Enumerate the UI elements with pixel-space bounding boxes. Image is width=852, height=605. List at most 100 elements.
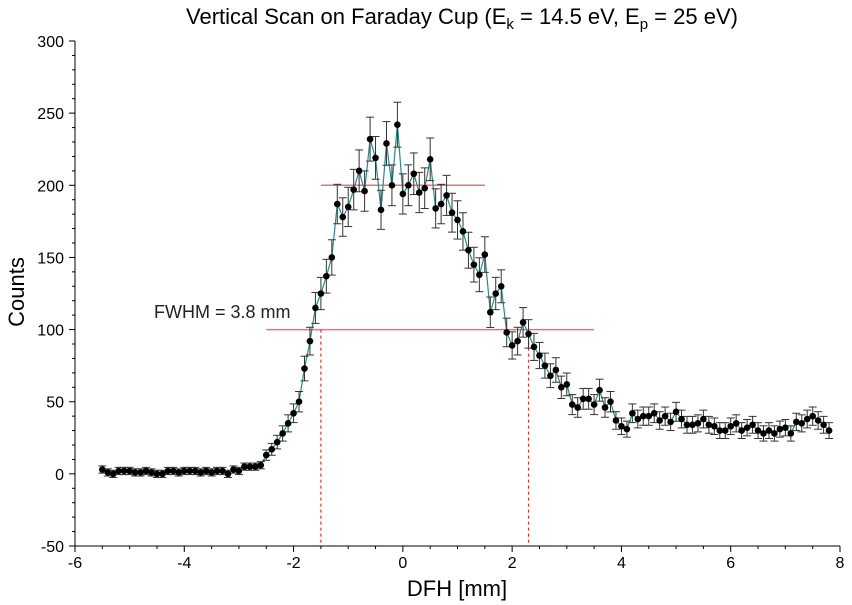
- data-point: [721, 427, 729, 434]
- data-point: [372, 154, 379, 162]
- data-point: [350, 186, 357, 193]
- data-point: [115, 467, 123, 475]
- data-point: [202, 467, 210, 475]
- data-point: [700, 415, 707, 423]
- x-tick-label: -4: [177, 555, 191, 572]
- data-point: [590, 401, 598, 408]
- data-point: [230, 466, 237, 473]
- data-point: [782, 424, 789, 431]
- data-point: [481, 251, 489, 258]
- data-point: [388, 181, 396, 189]
- data-point: [459, 228, 467, 235]
- data-point: [361, 187, 368, 195]
- data-point: [377, 206, 385, 214]
- x-axis-label: DFH [mm]: [407, 576, 507, 601]
- data-point: [803, 415, 811, 423]
- data-point: [224, 470, 232, 478]
- x-tick-label: 0: [398, 555, 407, 572]
- data-point: [317, 290, 325, 297]
- data-point: [705, 421, 713, 429]
- data-point: [825, 427, 833, 434]
- data-point: [262, 451, 270, 459]
- data-point: [656, 417, 663, 424]
- y-axis-ticks: -50 0 50 100 150 200 250 300: [37, 34, 75, 556]
- data-point: [208, 469, 215, 476]
- data-point: [175, 469, 183, 476]
- data-point: [355, 167, 363, 175]
- data-point: [131, 469, 139, 476]
- y-tick-label: 150: [37, 250, 64, 267]
- data-point: [290, 409, 297, 417]
- y-tick-label: 200: [37, 178, 64, 195]
- data-point: [476, 271, 483, 279]
- x-tick-label: -2: [286, 555, 300, 572]
- data-point: [301, 365, 308, 372]
- data-point: [765, 427, 773, 434]
- data-point: [394, 121, 401, 128]
- data-point: [760, 430, 767, 437]
- data-point: [607, 398, 614, 406]
- data-point: [126, 467, 133, 475]
- data-point: [749, 421, 756, 429]
- y-tick-label: 50: [46, 395, 64, 412]
- data-point: [159, 470, 166, 478]
- data-point: [137, 469, 144, 476]
- data-point: [279, 430, 286, 437]
- data-point: [333, 200, 341, 208]
- data-point: [273, 438, 281, 446]
- data-point: [366, 135, 374, 143]
- data-point: [650, 409, 658, 417]
- data-point: [405, 181, 412, 189]
- data-point: [437, 200, 445, 208]
- data-point: [191, 467, 199, 475]
- data-point: [552, 366, 560, 374]
- data-point: [776, 425, 784, 433]
- data-point: [383, 140, 390, 147]
- data-point: [148, 469, 155, 476]
- data-point: [399, 190, 407, 198]
- x-tick-label: 8: [836, 555, 845, 572]
- data-point: [667, 418, 674, 426]
- data-point: [99, 466, 106, 473]
- data-point: [689, 421, 696, 429]
- y-tick-label: 250: [37, 106, 64, 123]
- data-point: [683, 421, 691, 429]
- data-point: [486, 308, 494, 316]
- data-point: [153, 470, 161, 478]
- data-point: [109, 470, 117, 478]
- data-point: [558, 383, 565, 391]
- data-point: [432, 205, 439, 212]
- data-point: [645, 412, 653, 420]
- data-point: [306, 337, 314, 345]
- data-point: [120, 467, 128, 475]
- data-point: [585, 395, 592, 403]
- data-point: [241, 463, 248, 470]
- data-point: [519, 319, 527, 326]
- data-point: [568, 401, 576, 408]
- data-point: [344, 203, 352, 211]
- data-point: [268, 446, 276, 453]
- y-tick-label: 300: [37, 34, 64, 51]
- data-point: [541, 362, 549, 369]
- data-point: [421, 184, 429, 192]
- data-point: [809, 412, 816, 420]
- data-point: [678, 415, 685, 423]
- data-point: [323, 272, 330, 280]
- data-point: [536, 352, 543, 359]
- data-point: [508, 342, 516, 349]
- data-point: [284, 420, 292, 427]
- data-point: [180, 467, 188, 475]
- data-point: [743, 424, 751, 431]
- data-point: [164, 467, 172, 475]
- data-point: [252, 463, 259, 470]
- fwhm-annotation: FWHM = 3.8 mm: [154, 302, 291, 322]
- data-point: [716, 427, 724, 434]
- data-point: [787, 430, 795, 437]
- data-point: [530, 343, 538, 351]
- data-point: [470, 261, 478, 268]
- data-point: [639, 412, 647, 420]
- data-point: [142, 467, 150, 475]
- data-point: [170, 467, 177, 475]
- data-point: [738, 427, 745, 434]
- data-points-group: [99, 121, 833, 478]
